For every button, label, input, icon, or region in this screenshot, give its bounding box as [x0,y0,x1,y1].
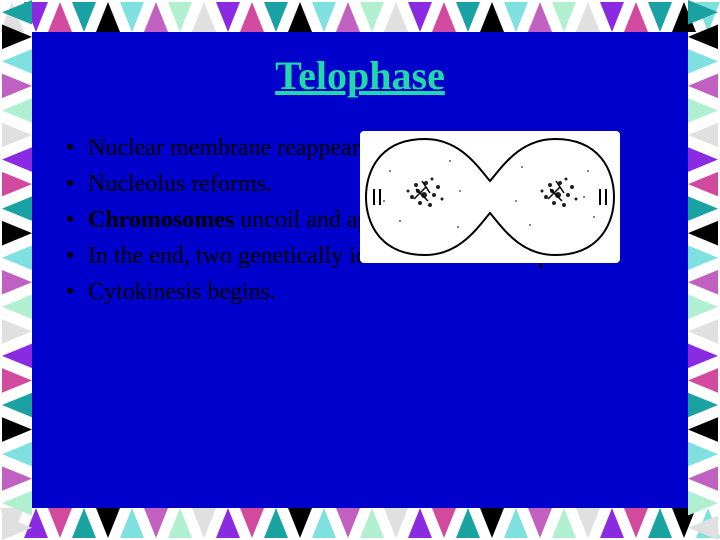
bullet-text-bold: Chromosomes [88,207,234,233]
bullet-text: Nucleolus reforms. [88,171,272,197]
slide-title: Telophase [60,52,660,99]
bullet-item: Cytokinesis begins. [60,277,660,307]
bullet-list-wrap: Nuclear membrane reappears. Nucleolus re… [60,133,660,307]
slide: Telophase Nuclear membrane reappears. Nu… [0,0,720,540]
bullet-text: Nuclear membrane reappears. [88,135,375,161]
bullet-text: Cytokinesis begins. [88,279,276,305]
slide-content: Telophase Nuclear membrane reappears. Nu… [32,32,688,508]
telophase-cell-diagram [360,131,620,263]
